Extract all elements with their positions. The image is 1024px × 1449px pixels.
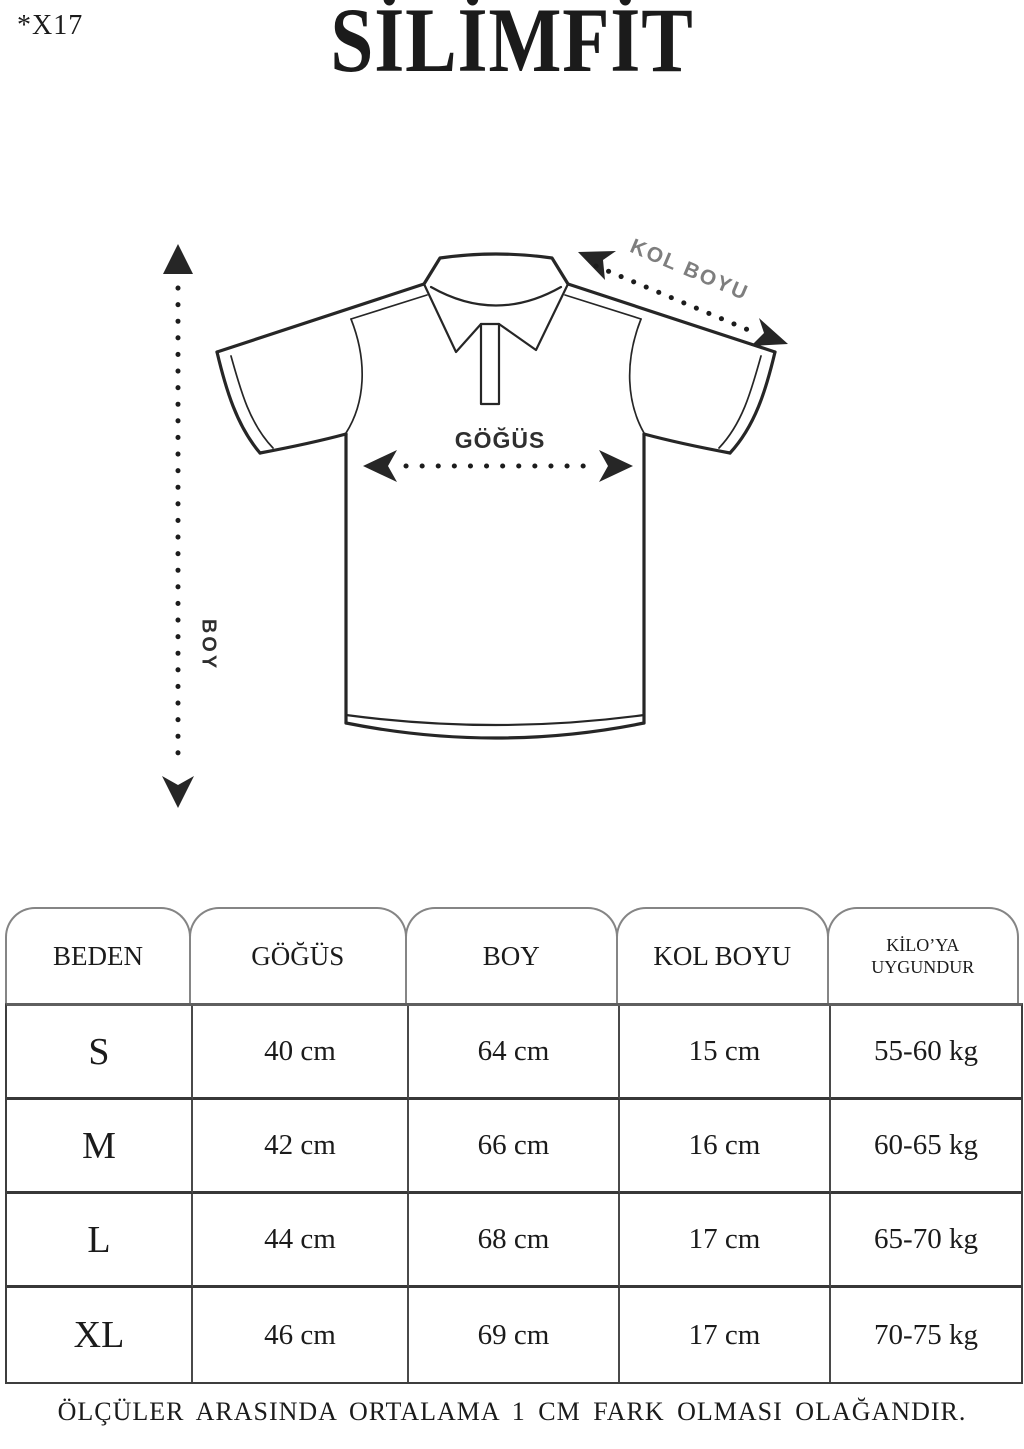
sleeve-arrow-label: KOL BOYU (627, 235, 752, 306)
col-header-boy: BOY (404, 907, 618, 1003)
cell-size-s: S (7, 1006, 193, 1100)
left-sleeve-outer-edge (215, 350, 262, 455)
cell-chest-xl: 46 cm (193, 1288, 409, 1382)
right-cuff-opening (642, 432, 732, 455)
col-header-kol-boyu: KOL BOYU (615, 907, 829, 1003)
shirt-measurement-diagram: BOY GÖĞÜS KOL BOYU (162, 235, 788, 808)
sleeve-dotted-line (593, 263, 761, 337)
back-collar-seam (429, 285, 563, 307)
up-arrowhead-icon (163, 244, 193, 274)
cell-size-l: L (7, 1194, 193, 1288)
length-arrow: BOY (162, 244, 220, 808)
left-shoulder-line (215, 282, 426, 354)
cell-sleeve-l: 17 cm (620, 1194, 831, 1288)
chest-arrow: GÖĞÜS (363, 426, 633, 482)
collar-outline (422, 252, 570, 286)
sleeve-arrow: KOL BOYU (578, 235, 788, 346)
page-title: SİLİMFİT (330, 0, 694, 91)
cell-length-xl: 69 cm (409, 1288, 620, 1382)
col-header-gogus: GÖĞÜS (188, 907, 407, 1003)
down-arrowhead-icon (162, 776, 194, 808)
left-shoulder-seam (350, 294, 428, 320)
product-code: *X17 (17, 10, 84, 41)
left-collar-flap (422, 282, 483, 354)
left-cuff-opening (258, 432, 348, 455)
chest-arrow-label: GÖĞÜS (455, 426, 546, 453)
right-collar-flap (497, 282, 570, 352)
cell-chest-m: 42 cm (193, 1100, 409, 1194)
placket (479, 322, 501, 406)
right-sleeve-outer-edge (728, 350, 777, 455)
tolerance-note: ÖLÇÜLER ARASINDA ORTALAMA 1 CM FARK OLMA… (57, 1397, 967, 1426)
left-arrowhead-icon (363, 450, 397, 482)
length-arrow-label: BOY (198, 619, 220, 671)
right-shoulder-line (566, 282, 777, 354)
cell-size-m: M (7, 1100, 193, 1194)
cell-weight-m: 60-65 kg (831, 1100, 1021, 1194)
col-header-beden: BEDEN (5, 907, 191, 1003)
left-armhole-seam (345, 318, 363, 434)
cell-sleeve-xl: 17 cm (620, 1288, 831, 1382)
left-cuff-seam (230, 355, 274, 449)
cell-chest-l: 44 cm (193, 1194, 409, 1288)
cell-length-s: 64 cm (409, 1006, 620, 1100)
right-armhole-seam (628, 318, 645, 434)
size-table: BEDEN GÖĞÜS BOY KOL BOYU KİLO’YA UYGUNDU… (5, 907, 1023, 1384)
polo-shirt-drawing (215, 252, 777, 740)
col-header-kilo: KİLO’YA UYGUNDUR (826, 907, 1019, 1003)
cell-size-xl: XL (7, 1288, 193, 1382)
cell-length-l: 68 cm (409, 1194, 620, 1288)
hem-top-line (344, 713, 646, 727)
cell-length-m: 66 cm (409, 1100, 620, 1194)
right-cuff-seam (718, 355, 762, 449)
cell-weight-l: 65-70 kg (831, 1194, 1021, 1288)
cell-sleeve-s: 15 cm (620, 1006, 831, 1100)
cell-chest-s: 40 cm (193, 1006, 409, 1100)
right-arrowhead-icon (599, 450, 633, 482)
hem-bottom-line (344, 721, 646, 740)
lower-right-arrowhead-icon (751, 318, 788, 346)
size-table-body: S 40 cm 64 cm 15 cm 55-60 kg M 42 cm 66 … (5, 1003, 1023, 1384)
cell-weight-xl: 70-75 kg (831, 1288, 1021, 1382)
cell-sleeve-m: 16 cm (620, 1100, 831, 1194)
size-table-header: BEDEN GÖĞÜS BOY KOL BOYU KİLO’YA UYGUNDU… (5, 907, 1019, 1003)
cell-weight-s: 55-60 kg (831, 1006, 1021, 1100)
right-shoulder-seam (564, 294, 642, 320)
